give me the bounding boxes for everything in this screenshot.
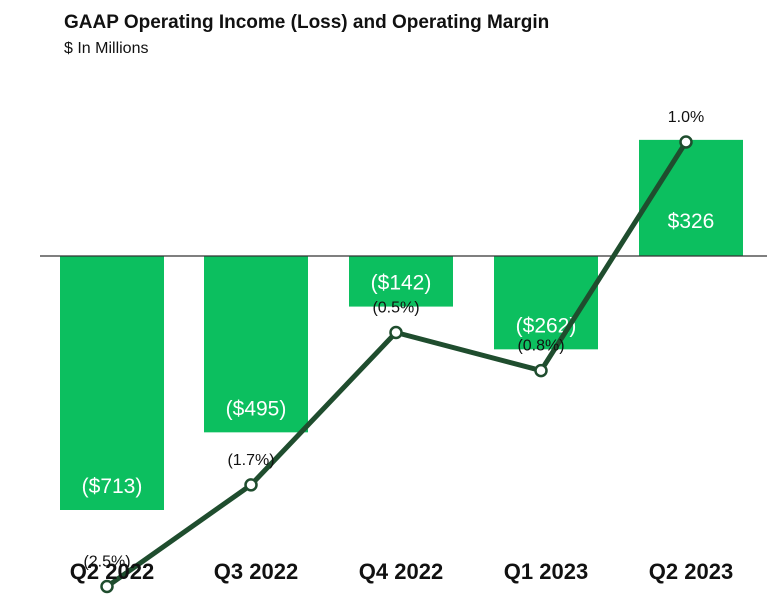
category-label: Q1 2023 (504, 559, 588, 584)
margin-point-2 (244, 478, 258, 492)
margin-value-label: (0.8%) (517, 338, 564, 355)
bars-group (60, 139, 743, 510)
margin-value-label: (0.5%) (372, 300, 419, 317)
bar-5 (639, 139, 743, 256)
margin-point-5 (679, 135, 693, 149)
bar-value-label: ($713) (82, 475, 143, 498)
category-label: Q2 2023 (649, 559, 733, 584)
margin-points-group (100, 135, 693, 594)
chart-subtitle: $ In Millions (64, 40, 149, 57)
bar-1 (60, 256, 164, 510)
margin-labels-group: (2.5%) (1.7%) (0.5%) (0.8%) 1.0% (83, 109, 704, 571)
margin-value-label: 1.0% (668, 109, 704, 126)
bar-value-label: ($262) (516, 314, 577, 337)
margin-point-4 (534, 363, 548, 378)
bar-labels-group: ($713) ($495) ($142) ($262) $326 (82, 210, 715, 498)
category-label: Q4 2022 (359, 559, 443, 584)
bar-value-label: $326 (668, 210, 715, 233)
bar-2 (204, 256, 308, 433)
category-labels-group: Q2 2022 Q3 2022 Q4 2022 Q1 2023 Q2 2023 (70, 559, 733, 584)
margin-point-3 (389, 325, 403, 340)
chart-title: GAAP Operating Income (Loss) and Operati… (64, 12, 550, 33)
category-label: Q2 2022 (70, 559, 154, 584)
category-label: Q3 2022 (214, 559, 298, 584)
margin-line (104, 139, 689, 589)
bar-3 (349, 256, 453, 307)
bar-4 (494, 256, 598, 350)
margin-point-1 (100, 579, 114, 594)
margin-value-label: (1.7%) (227, 452, 274, 469)
bar-value-label: ($142) (371, 272, 432, 295)
margin-value-label: (2.5%) (83, 554, 130, 571)
bar-value-label: ($495) (226, 397, 287, 420)
